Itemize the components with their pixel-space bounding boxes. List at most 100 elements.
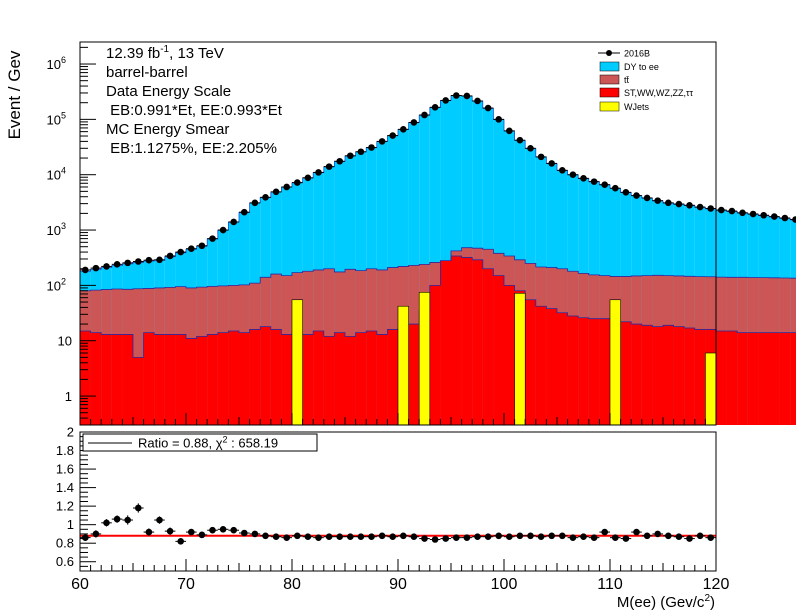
x-tick-label: 80 xyxy=(283,576,301,593)
ratio-point-48 xyxy=(590,534,598,541)
bar-st-ww-wz-zz--16 xyxy=(249,329,261,425)
data-point-39 xyxy=(495,116,503,123)
data-point-55 xyxy=(665,199,672,207)
ratio-point-44 xyxy=(548,532,555,540)
bar-st-ww-wz-zz--40 xyxy=(504,285,515,425)
ratio-point-17 xyxy=(262,532,269,540)
bar-st-ww-wz-zz--55 xyxy=(663,325,674,425)
ratio-point-10 xyxy=(188,528,195,536)
bar-st-ww-wz-zz--19 xyxy=(281,334,292,425)
data-point-56 xyxy=(675,200,683,208)
bar-st-ww-wz-zz--37 xyxy=(472,259,483,425)
legend-swatch-other xyxy=(599,87,620,98)
ratio-point-37 xyxy=(474,533,481,541)
bar-st-ww-wz-zz--65 xyxy=(769,332,780,425)
bar-st-ww-wz-zz--29 xyxy=(387,329,398,425)
bar-wjets-30 xyxy=(398,306,409,425)
x-tick-label: 100 xyxy=(491,576,518,593)
ratio-point-46 xyxy=(569,534,577,541)
bar-st-ww-wz-zz--13 xyxy=(217,332,229,425)
ratio-y-tick-label: 1.6 xyxy=(56,462,74,477)
ratio-point-52 xyxy=(633,528,640,536)
data-point-30 xyxy=(400,126,407,133)
ratio-point-47 xyxy=(580,533,587,541)
ratio-point-27 xyxy=(368,533,375,541)
ratio-point-41 xyxy=(516,532,524,540)
ratio-point-59 xyxy=(707,534,714,541)
data-point-44 xyxy=(548,160,555,167)
ratio-y-tick-label: 1.2 xyxy=(56,499,74,514)
data-point-66 xyxy=(781,214,789,222)
ratio-plot-area xyxy=(80,432,716,571)
data-point-5 xyxy=(135,258,142,265)
ratio-point-12 xyxy=(209,526,216,534)
data-point-12 xyxy=(209,235,216,242)
legend-swatch-dy xyxy=(599,61,620,72)
data-point-10 xyxy=(188,245,195,253)
data-point-42 xyxy=(527,144,534,152)
bar-wjets-20 xyxy=(292,299,303,425)
bar-st-ww-wz-zz--57 xyxy=(684,327,695,425)
bar-st-ww-wz-zz--14 xyxy=(228,330,239,425)
data-point-38 xyxy=(484,104,492,112)
bar-st-ww-wz-zz--22 xyxy=(313,330,324,425)
ratio-point-5 xyxy=(135,504,142,512)
ratio-point-23 xyxy=(325,533,333,541)
ratio-point-14 xyxy=(230,526,237,534)
bar-st-ww-wz-zz--12 xyxy=(207,334,218,425)
ratio-point-57 xyxy=(686,535,693,542)
bar-st-ww-wz-zz--26 xyxy=(355,332,367,425)
ratio-y-tick-label: 1.8 xyxy=(56,443,74,458)
data-point-19 xyxy=(283,183,291,191)
bar-st-ww-wz-zz--63 xyxy=(747,332,759,425)
legend-entry-wjets: WJets xyxy=(599,101,650,112)
ratio-point-31 xyxy=(410,533,418,541)
bar-st-ww-wz-zz--33 xyxy=(429,285,441,425)
data-point-4 xyxy=(124,259,131,267)
ratio-point-21 xyxy=(304,533,312,541)
data-point-15 xyxy=(241,208,248,216)
bar-wjets-41 xyxy=(514,293,526,425)
bar-tt--5 xyxy=(133,288,144,425)
data-point-61 xyxy=(728,207,736,215)
data-point-18 xyxy=(272,188,280,196)
bar-st-ww-wz-zz--46 xyxy=(567,315,579,425)
bar-st-ww-wz-zz--64 xyxy=(758,332,769,425)
bar-st-ww-wz-zz--43 xyxy=(535,306,547,425)
x-tick-label: 120 xyxy=(703,576,730,593)
legend-entry-ttbar: tt̄ xyxy=(599,74,630,85)
bar-st-ww-wz-zz--34 xyxy=(440,260,451,425)
ratio-point-22 xyxy=(315,534,322,541)
bar-wjets-59 xyxy=(705,353,716,425)
top-y-tick-label: 102 xyxy=(47,276,66,293)
bar-st-ww-wz-zz--23 xyxy=(323,336,335,425)
bar-st-ww-wz-zz--0 xyxy=(80,330,91,425)
bar-st-ww-wz-zz--51 xyxy=(620,321,632,425)
data-point-23 xyxy=(325,163,333,170)
top-y-ticks: 1 10 102 103 104 105 106 xyxy=(47,46,96,426)
x-axis-title: M(ee) (Gev/c2) xyxy=(617,593,715,611)
ratio-legend-box xyxy=(82,433,318,452)
legend-swatch-wjets xyxy=(599,101,620,112)
data-point-32 xyxy=(421,111,428,119)
ratio-point-26 xyxy=(357,533,365,541)
smear-title: MC Energy Smear xyxy=(106,121,229,138)
data-point-51 xyxy=(622,189,630,196)
data-point-53 xyxy=(643,194,651,202)
ratio-x-ticks: 60 70 80 90 100 110 120 xyxy=(71,559,729,593)
ratio-point-58 xyxy=(696,532,704,540)
lumi-label: 12.39 fb-1, 13 TeV xyxy=(106,44,224,62)
data-point-36 xyxy=(463,92,471,100)
ratio-points xyxy=(80,503,716,545)
data-point-64 xyxy=(760,211,767,219)
ratio-point-11 xyxy=(198,531,206,539)
scale-values: EB:0.991*Et, EE:0.993*Et xyxy=(106,102,283,119)
data-point-2 xyxy=(103,263,110,270)
data-point-48 xyxy=(590,178,598,185)
data-point-37 xyxy=(474,97,481,105)
ratio-point-28 xyxy=(378,532,386,540)
bar-st-ww-wz-zz--9 xyxy=(175,334,186,425)
ratio-y-tick-label: 2 xyxy=(67,425,74,440)
bar-st-ww-wz-zz--62 xyxy=(737,332,748,425)
